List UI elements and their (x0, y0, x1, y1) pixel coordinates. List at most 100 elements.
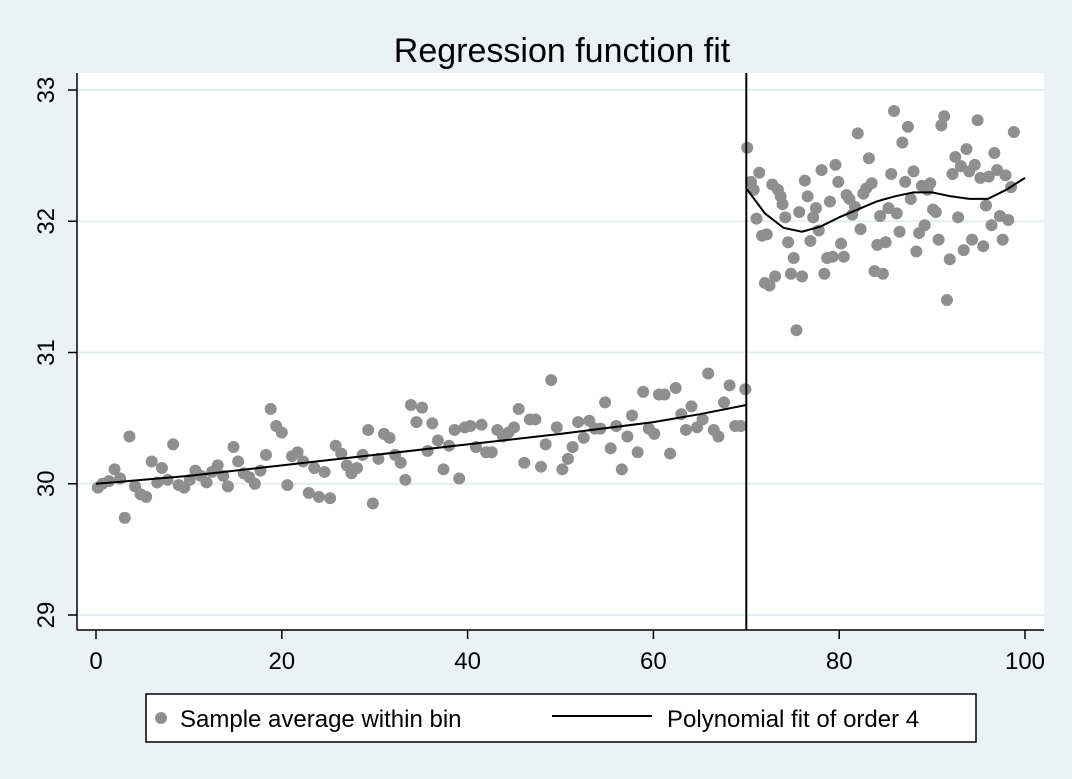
data-point (448, 423, 461, 436)
data-point (161, 473, 174, 486)
data-point (793, 206, 806, 219)
data-point (798, 174, 811, 187)
data-point (734, 420, 747, 432)
data-point (604, 442, 617, 455)
legend-label-fit: Polynomial fit of order 4 (667, 706, 919, 733)
data-point (637, 385, 650, 398)
data-point (248, 477, 261, 490)
data-point (383, 431, 396, 444)
data-point (556, 463, 569, 476)
y-tick-label: 33 (33, 77, 60, 104)
data-point (394, 456, 407, 469)
data-point (302, 486, 315, 499)
data-point (227, 441, 240, 453)
data-point (979, 199, 992, 212)
data-point (804, 234, 817, 247)
data-point (796, 270, 809, 283)
data-point (561, 452, 574, 465)
data-point (929, 206, 942, 219)
data-point (453, 472, 466, 485)
data-point (512, 402, 525, 415)
data-point (545, 374, 558, 387)
y-tick-label: 32 (33, 208, 60, 235)
data-point (985, 219, 998, 232)
polynomial-fit (95, 177, 1026, 485)
data-point (835, 237, 848, 250)
data-point (1007, 126, 1020, 138)
data-point (943, 253, 956, 266)
data-point (999, 169, 1012, 182)
data-point (464, 420, 477, 432)
data-point (832, 175, 845, 188)
data-point (529, 413, 542, 426)
data-point (431, 434, 444, 447)
data-point (631, 446, 644, 459)
data-point (977, 240, 990, 253)
data-point (890, 207, 903, 220)
data-point (167, 438, 180, 451)
legend-box (145, 693, 977, 743)
data-point (508, 421, 521, 434)
data-point (949, 150, 962, 163)
data-point (854, 223, 867, 236)
data-point (399, 473, 412, 486)
data-point (211, 459, 224, 472)
data-point (572, 416, 585, 429)
data-point (896, 136, 909, 149)
data-point (324, 492, 337, 505)
data-point (679, 423, 692, 436)
data-point (264, 402, 277, 415)
data-point (760, 228, 773, 241)
data-point (876, 267, 889, 280)
data-point (935, 119, 948, 132)
data-point (966, 233, 979, 246)
data-point (910, 245, 923, 258)
data-point (318, 465, 331, 478)
fit-line (95, 404, 747, 485)
data-point (577, 431, 590, 444)
data-point (621, 430, 634, 443)
data-point (416, 401, 429, 414)
data-point (750, 212, 763, 225)
data-point (1002, 213, 1015, 226)
data-point (534, 460, 547, 473)
data-point (763, 279, 776, 292)
data-point (940, 294, 953, 306)
data-point (851, 127, 864, 140)
data-point (918, 219, 931, 232)
data-point (155, 462, 168, 474)
data-point (140, 490, 153, 503)
data-point (837, 250, 850, 263)
y-tick-label: 31 (33, 339, 60, 366)
data-point (275, 426, 288, 439)
data-point (809, 202, 822, 215)
data-point (901, 120, 914, 133)
data-point (356, 448, 369, 461)
data-point (123, 430, 136, 443)
data-point (893, 225, 906, 238)
data-point (907, 165, 920, 178)
x-tick-label: 20 (268, 648, 295, 675)
data-point (807, 211, 820, 224)
data-point (366, 497, 379, 510)
data-point (988, 147, 1001, 159)
legend-label-points: Sample average within bin (180, 706, 462, 733)
data-point (924, 177, 937, 190)
data-point (550, 421, 563, 434)
data-point (723, 379, 736, 392)
fit-line (745, 177, 1026, 233)
data-point (753, 166, 766, 179)
data-point (815, 164, 828, 177)
data-point (281, 479, 294, 492)
x-tick-label: 40 (454, 648, 481, 675)
data-point (404, 399, 417, 411)
data-point (801, 190, 814, 203)
data-point (779, 211, 792, 224)
data-point (437, 463, 450, 476)
data-point (335, 447, 348, 460)
x-tick-label: 60 (640, 648, 667, 675)
data-point (669, 381, 682, 394)
data-point (712, 430, 725, 443)
data-point (539, 438, 552, 451)
x-tick-label: 80 (826, 648, 853, 675)
